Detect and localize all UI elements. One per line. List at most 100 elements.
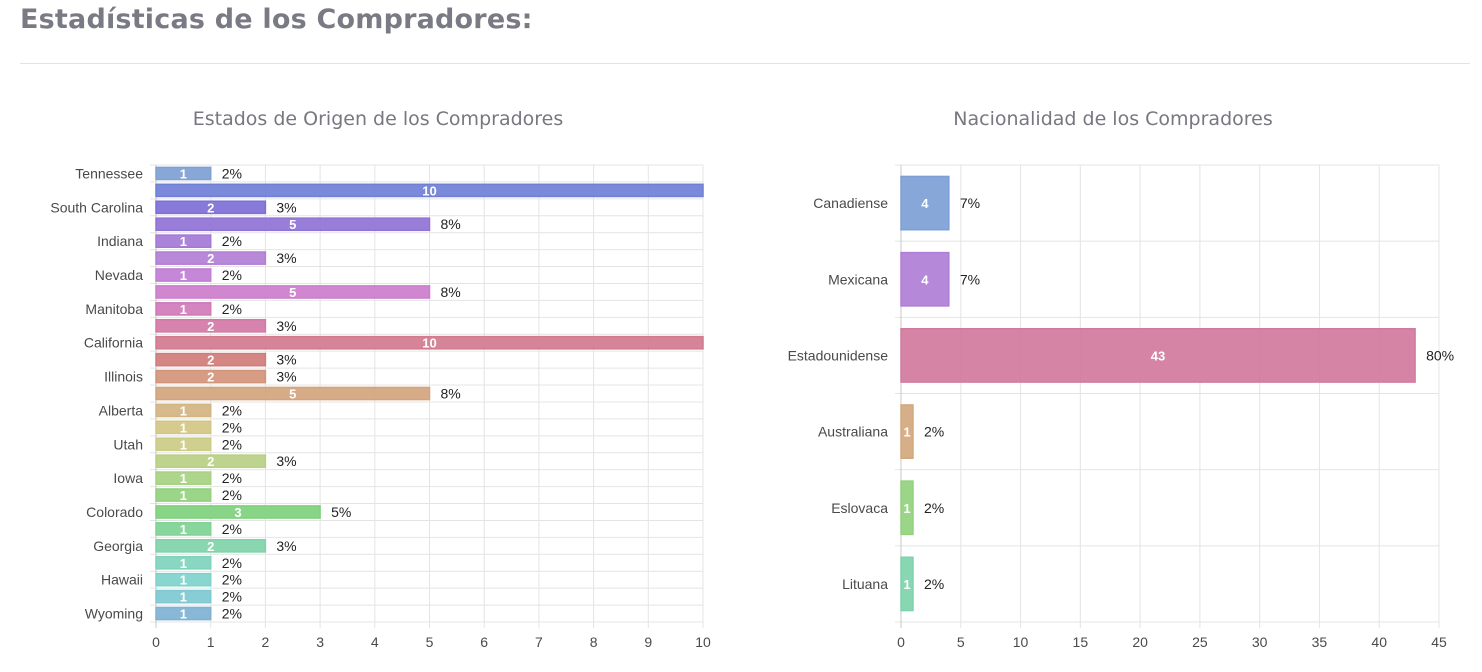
bar-value-label: 1	[180, 573, 187, 588]
bar-percent-label: 8%	[441, 284, 461, 300]
x-tick-label: 2	[262, 634, 270, 650]
bar-value-label: 1	[903, 501, 910, 516]
bar	[155, 318, 267, 333]
bar-value-label: 5	[289, 217, 296, 232]
bar-percent-label: 7%	[960, 195, 980, 211]
bar-value-label: 1	[180, 166, 187, 181]
x-tick-label: 9	[644, 634, 652, 650]
bar-percent-label: 3%	[276, 369, 296, 385]
bar-value-label: 2	[207, 319, 214, 334]
bar-percent-label: 2%	[222, 436, 242, 452]
bar-percent-label: 2%	[222, 165, 242, 181]
bar-percent-label: 2%	[222, 301, 242, 317]
bar-percent-label: 8%	[441, 386, 461, 402]
bar	[155, 606, 212, 621]
bar-value-label: 3	[234, 505, 241, 520]
bar	[155, 302, 212, 316]
x-tick-label: 15	[1073, 634, 1089, 650]
bar-value-label: 1	[180, 590, 187, 605]
bar	[155, 217, 431, 232]
bar-value-label: 2	[207, 370, 214, 385]
bar	[155, 386, 431, 401]
bar-value-label: 1	[180, 471, 187, 486]
bar	[155, 335, 704, 350]
x-tick-label: 3	[316, 634, 324, 650]
bar-percent-label: 2%	[924, 424, 944, 440]
bar-value-label: 1	[903, 425, 910, 440]
bar-value-label: 1	[180, 268, 187, 283]
bar	[155, 538, 267, 553]
bar-value-label: 2	[207, 200, 214, 215]
bar-value-label: 1	[180, 607, 187, 622]
bar-percent-label: 2%	[222, 572, 242, 588]
y-tick-label: Canadiense	[813, 195, 888, 211]
x-tick-label: 6	[480, 634, 488, 650]
y-tick-label: Wyoming	[85, 606, 143, 622]
bar-value-label: 43	[1151, 348, 1165, 363]
bar-percent-label: 3%	[276, 453, 296, 469]
bar-value-label: 5	[289, 285, 296, 300]
bar	[900, 556, 914, 612]
x-tick-label: 30	[1252, 634, 1268, 650]
bar-percent-label: 2%	[924, 500, 944, 516]
x-tick-label: 40	[1371, 634, 1387, 650]
bar-value-label: 4	[921, 196, 929, 211]
bar-value-label: 2	[207, 251, 214, 266]
y-tick-label: Alberta	[99, 402, 144, 418]
y-tick-label: Estadounidense	[788, 347, 889, 363]
x-tick-label: 5	[957, 634, 965, 650]
bar-value-label: 1	[180, 420, 187, 435]
bar-value-label: 10	[422, 183, 436, 198]
bar	[155, 234, 212, 249]
bar	[900, 328, 1416, 383]
bar-percent-label: 3%	[276, 318, 296, 334]
bar	[155, 555, 212, 570]
y-tick-label: Lituana	[842, 576, 888, 592]
bar-percent-label: 3%	[276, 538, 296, 554]
bar-value-label: 1	[180, 437, 187, 452]
bar	[900, 480, 914, 536]
bar-percent-label: 3%	[276, 352, 296, 368]
x-tick-label: 4	[371, 634, 379, 650]
page-heading: Estadísticas de los Compradores:	[20, 4, 533, 35]
bar	[155, 268, 212, 282]
bar	[900, 175, 950, 231]
bar-value-label: 1	[903, 577, 910, 592]
bar	[155, 183, 704, 198]
x-tick-label: 0	[897, 634, 905, 650]
x-tick-label: 10	[695, 634, 711, 650]
x-tick-label: 35	[1312, 634, 1328, 650]
bar	[900, 251, 950, 307]
x-tick-label: 1	[207, 634, 215, 650]
bar-percent-label: 7%	[960, 271, 980, 287]
bar	[155, 522, 212, 536]
y-tick-label: Mexicana	[828, 271, 888, 287]
y-tick-label: Georgia	[93, 538, 143, 554]
bar-value-label: 1	[180, 302, 187, 317]
bar	[155, 352, 267, 367]
bar-percent-label: 2%	[222, 402, 242, 418]
bar-percent-label: 2%	[222, 419, 242, 435]
y-tick-label: Manitoba	[85, 301, 143, 317]
x-tick-label: 0	[152, 634, 160, 650]
bar	[155, 403, 212, 418]
bar-percent-label: 80%	[1426, 347, 1454, 363]
bar-value-label: 2	[207, 353, 214, 368]
bar	[155, 488, 212, 502]
bar-percent-label: 2%	[222, 267, 242, 283]
bar	[155, 454, 267, 469]
divider	[20, 63, 1470, 64]
bar-percent-label: 2%	[924, 576, 944, 592]
bar-value-label: 1	[180, 403, 187, 418]
chart-title: Estados de Origen de los Compradores	[193, 108, 564, 130]
bar	[155, 505, 321, 519]
bar	[155, 251, 267, 265]
bar-percent-label: 2%	[222, 470, 242, 486]
bar-value-label: 4	[921, 272, 929, 287]
bar-value-label: 1	[180, 522, 187, 537]
bar-value-label: 2	[207, 539, 214, 554]
bar-percent-label: 3%	[276, 199, 296, 215]
y-tick-label: Iowa	[113, 470, 143, 486]
bar	[155, 437, 212, 452]
